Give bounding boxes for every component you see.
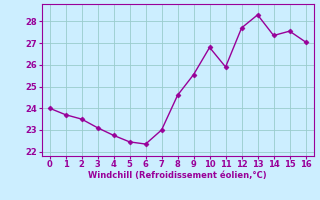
X-axis label: Windchill (Refroidissement éolien,°C): Windchill (Refroidissement éolien,°C): [88, 171, 267, 180]
